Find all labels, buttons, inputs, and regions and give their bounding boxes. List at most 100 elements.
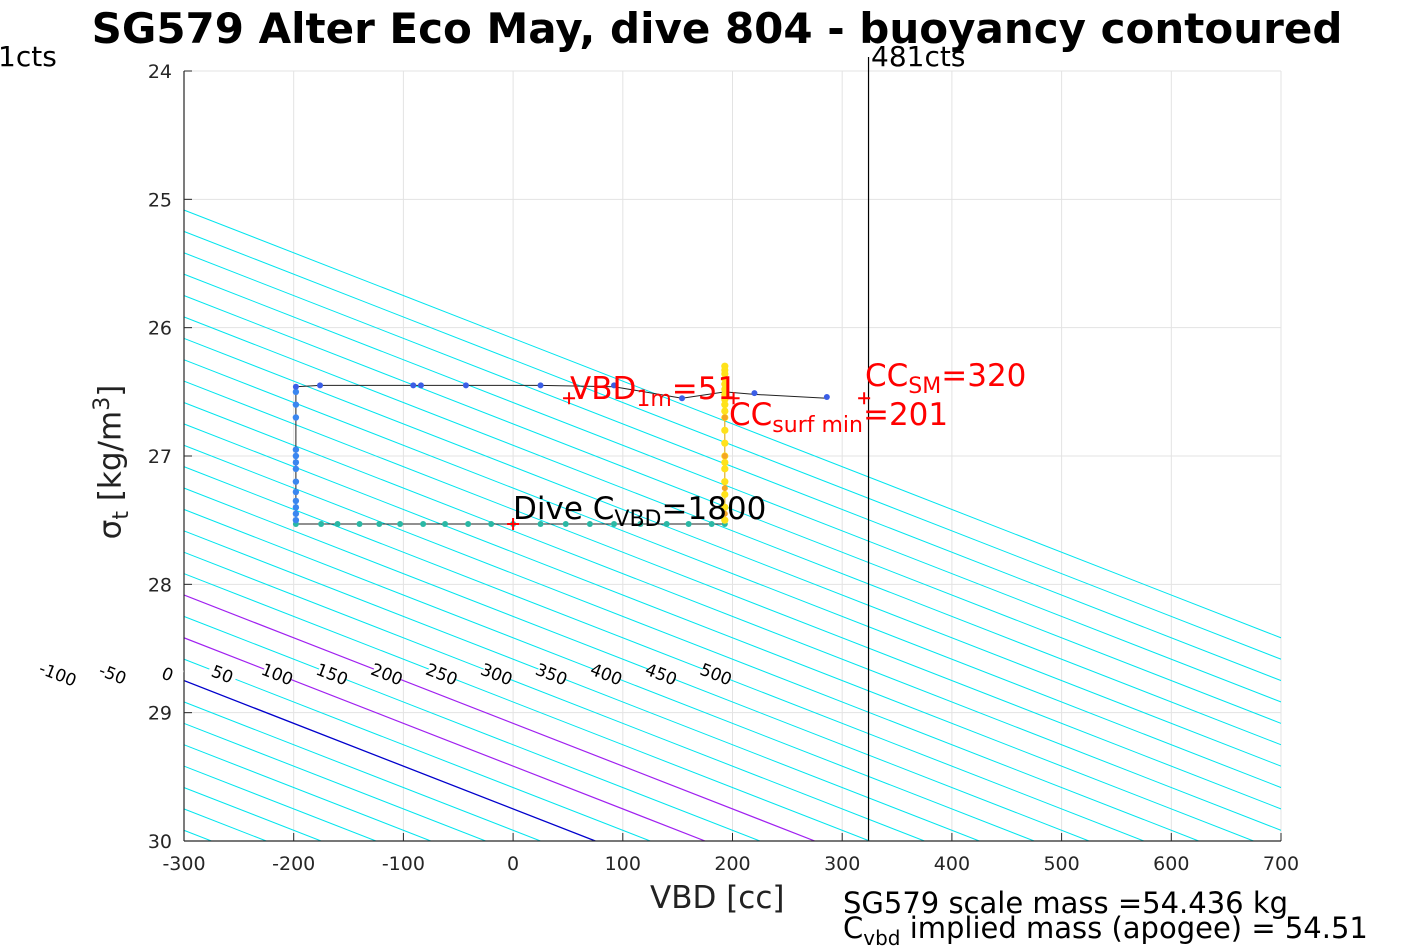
x-tick-label: -300 — [162, 853, 205, 875]
down-point — [420, 521, 427, 528]
grid-lines — [183, 70, 1282, 842]
implied-mass-note: Cvbd implied mass (apogee) = 54.51 — [843, 911, 1368, 950]
contour-line — [184, 273, 1281, 703]
left-column-point — [292, 401, 300, 408]
contour-label: -100 — [36, 659, 79, 692]
orange-point — [721, 453, 728, 459]
left-column-point — [292, 478, 300, 485]
contour-label: 450 — [642, 660, 680, 690]
down-point — [637, 521, 644, 528]
y-tick-label: 26 — [148, 318, 172, 340]
contour-line — [184, 551, 925, 841]
left-column-point — [292, 414, 300, 421]
upper-point — [317, 382, 324, 389]
x-tick-label: -200 — [272, 853, 315, 875]
contour-label-bg — [699, 660, 733, 688]
right-column-point — [721, 458, 729, 467]
contour-line — [184, 209, 1281, 639]
down-point — [356, 521, 363, 528]
orange-point — [721, 510, 728, 517]
down-point — [376, 521, 383, 528]
right-column-point — [721, 395, 729, 404]
contour-label-bg — [96, 660, 130, 688]
y-axis-sigma: σ — [92, 519, 129, 540]
dive-cvbd-sub: VBD — [614, 507, 662, 533]
left-column-point — [292, 388, 300, 396]
contour-line — [184, 466, 1145, 841]
cc-sm-sub: SM — [908, 374, 942, 400]
upper-point — [823, 393, 830, 400]
y-axis-close: ] — [92, 384, 129, 397]
contour-label-bg — [480, 660, 513, 688]
contour-label: -50 — [96, 661, 129, 690]
y-axis-sup: 3 — [90, 396, 116, 411]
down-point — [663, 521, 670, 528]
down-point — [488, 521, 495, 528]
upper-point — [537, 382, 544, 389]
contour-label: 150 — [313, 660, 351, 690]
marker-plus — [563, 392, 576, 405]
left-counts-label: 1cts — [0, 40, 57, 73]
marker-plus — [507, 518, 520, 531]
contour-label: 300 — [478, 660, 516, 690]
left-column-point — [292, 452, 300, 460]
contour-line — [184, 658, 651, 841]
right-column-point — [721, 401, 729, 409]
contour-line — [184, 530, 980, 841]
left-column-point — [292, 497, 300, 505]
upper-point — [462, 382, 469, 389]
y-axis-units: [kg/m — [92, 410, 129, 512]
down-point — [537, 521, 544, 528]
vbd-1m-value: =51 — [671, 371, 738, 407]
left-column-point — [292, 516, 300, 524]
contour-line — [184, 380, 1281, 810]
right-column-point — [721, 439, 729, 447]
right-column-point — [721, 407, 729, 415]
down-point — [708, 521, 715, 528]
contour-label: 250 — [423, 660, 461, 690]
y-tick-label: 27 — [148, 446, 172, 468]
right-column-point — [721, 375, 729, 383]
dive-cvbd-value: =1800 — [661, 491, 767, 527]
contour-line — [184, 615, 761, 841]
contour-label-bg — [644, 660, 678, 688]
upper-point — [417, 382, 424, 389]
contour-line — [184, 401, 1281, 831]
contour-label-bg — [535, 660, 568, 688]
right-column-point — [721, 426, 729, 434]
red-markers — [507, 392, 871, 531]
implied-rest: implied mass (apogee) = 54.51 — [900, 911, 1368, 945]
right-column-point — [721, 465, 729, 473]
cc-surf-main: CC — [729, 397, 773, 433]
y-axis-sub: t — [108, 511, 134, 520]
marker-plus — [858, 392, 871, 405]
implied-main: C — [843, 911, 864, 945]
down-point — [586, 521, 593, 528]
down-point — [611, 521, 618, 528]
cc-surf-sub: surf min — [772, 413, 863, 439]
contour-label-bg — [151, 660, 184, 688]
x-tick-label: 300 — [824, 853, 860, 875]
right-column-point — [721, 385, 729, 393]
right-column-point — [721, 503, 729, 511]
upper-point — [292, 383, 299, 390]
marker-plus — [727, 392, 740, 405]
contour-label-bg — [315, 660, 349, 688]
down-point — [334, 521, 341, 528]
x-axis-title: VBD [cc] — [650, 880, 785, 916]
contour-line — [184, 594, 815, 841]
cc-sm-main: CC — [865, 358, 909, 394]
cc-sm-value: =320 — [941, 358, 1027, 394]
left-column-point — [292, 446, 300, 453]
contour-label: 500 — [697, 660, 735, 690]
contour-label: 350 — [532, 660, 570, 690]
down-point — [562, 521, 569, 528]
x-tick-label: 500 — [1043, 853, 1079, 875]
contour-line — [184, 444, 1199, 841]
x-tick-label: 200 — [714, 853, 750, 875]
orange-point — [721, 485, 728, 492]
left-column-point — [292, 504, 300, 511]
upper-point — [410, 382, 417, 389]
cc-surf-value: =201 — [862, 397, 949, 433]
